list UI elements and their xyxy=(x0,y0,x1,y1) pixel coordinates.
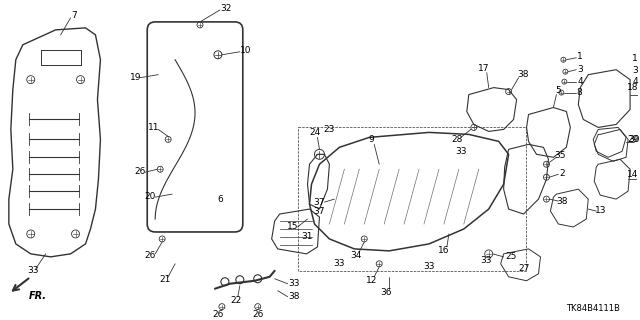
Text: 36: 36 xyxy=(380,288,392,297)
Text: 6: 6 xyxy=(217,195,223,204)
Text: 1: 1 xyxy=(632,54,638,63)
Text: 9: 9 xyxy=(369,135,374,144)
Text: 33: 33 xyxy=(288,279,300,288)
Text: 30: 30 xyxy=(628,135,640,144)
Text: 4: 4 xyxy=(577,77,583,86)
Text: 33: 33 xyxy=(480,256,492,265)
Text: 37: 37 xyxy=(314,206,325,216)
Text: 10: 10 xyxy=(240,46,252,55)
Text: 38: 38 xyxy=(557,196,568,206)
Text: 33: 33 xyxy=(333,259,345,268)
Text: 35: 35 xyxy=(555,151,566,160)
Text: 15: 15 xyxy=(287,222,298,231)
Text: 33: 33 xyxy=(455,147,467,156)
Text: 7: 7 xyxy=(72,12,77,20)
Text: 25: 25 xyxy=(505,252,516,261)
Text: 8: 8 xyxy=(577,88,582,97)
Text: 33: 33 xyxy=(423,262,435,271)
Text: TK84B4111B: TK84B4111B xyxy=(566,304,620,313)
Text: 32: 32 xyxy=(220,4,232,13)
Text: 13: 13 xyxy=(595,205,606,215)
Text: 28: 28 xyxy=(451,135,463,144)
Text: 12: 12 xyxy=(365,276,377,285)
Text: 34: 34 xyxy=(351,251,362,260)
Text: 19: 19 xyxy=(129,73,141,82)
Text: 26: 26 xyxy=(252,310,264,319)
Text: 22: 22 xyxy=(230,296,241,305)
Text: 23: 23 xyxy=(324,125,335,134)
Text: 21: 21 xyxy=(159,275,171,284)
Text: FR.: FR. xyxy=(29,291,47,301)
Text: 4: 4 xyxy=(632,77,638,86)
Text: 3: 3 xyxy=(632,66,638,75)
Text: 37: 37 xyxy=(314,197,325,207)
Text: 18: 18 xyxy=(627,83,639,92)
Text: 26: 26 xyxy=(145,251,156,260)
Text: 24: 24 xyxy=(309,128,320,137)
Text: 38: 38 xyxy=(288,292,300,301)
Text: 26: 26 xyxy=(134,167,146,176)
Text: 38: 38 xyxy=(517,70,528,79)
Text: 5: 5 xyxy=(556,86,561,95)
Text: 2: 2 xyxy=(559,169,565,178)
Text: 16: 16 xyxy=(438,246,450,255)
Text: 27: 27 xyxy=(518,264,529,273)
Text: 26: 26 xyxy=(212,310,223,319)
Text: 1: 1 xyxy=(577,52,583,61)
Text: 3: 3 xyxy=(577,65,583,74)
Text: 33: 33 xyxy=(27,266,38,275)
Text: 31: 31 xyxy=(302,232,313,242)
Text: 29: 29 xyxy=(627,135,639,144)
Text: 11: 11 xyxy=(147,123,159,132)
Text: 20: 20 xyxy=(145,192,156,201)
Text: 17: 17 xyxy=(478,64,490,73)
Text: 14: 14 xyxy=(627,170,639,179)
